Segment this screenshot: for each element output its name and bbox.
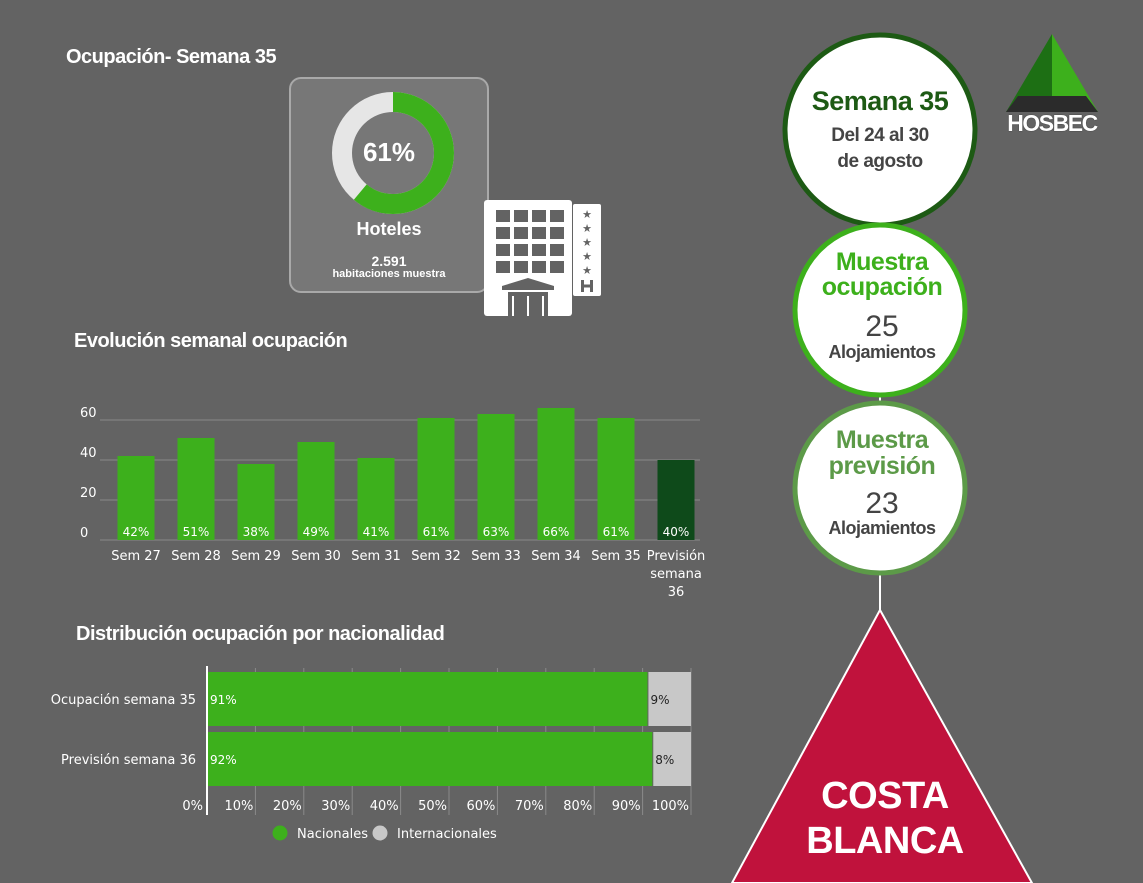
x-tick-label: 40% — [370, 799, 399, 814]
bar-data-label: 66% — [543, 525, 570, 539]
bar — [117, 456, 155, 540]
legend-label: Internacionales — [397, 827, 497, 842]
region-line1: COSTA — [821, 775, 949, 817]
occupancy-percent: 61% — [362, 137, 416, 167]
donut-arc — [332, 92, 454, 214]
week-range-line2: de agosto — [837, 151, 923, 172]
bar — [597, 418, 635, 540]
week-range-line1: Del 24 al 30 — [831, 125, 929, 146]
svg-text:★: ★ — [582, 222, 592, 235]
bar — [237, 464, 275, 540]
x-tick-label: 90% — [612, 799, 641, 814]
bar-data-label: 42% — [123, 525, 150, 539]
rooms-count: 2.591 — [371, 253, 407, 269]
timeline-graphic — [730, 32, 1034, 883]
legend-swatch — [372, 825, 388, 841]
bar-data-label: 61% — [423, 525, 450, 539]
svg-text:★: ★ — [582, 264, 592, 277]
nationality-distribution-chart: Ocupación semana 35 Previsión semana 36 9… — [51, 666, 692, 842]
bar-data-label: 61% — [603, 525, 630, 539]
x-category-label: Sem 31 — [351, 549, 401, 564]
sample-forecast-title-line1: Muestra — [835, 426, 929, 454]
sample-forecast-title-line2: previsión — [828, 452, 936, 480]
region-triangle — [730, 607, 1034, 883]
segment-data-label: 8% — [655, 753, 674, 767]
x-category-label: Sem 34 — [531, 549, 581, 564]
y-tick-label: 40 — [80, 446, 97, 461]
bar-data-label: 41% — [363, 525, 390, 539]
x-tick-label: 60% — [466, 799, 495, 814]
svg-text:★: ★ — [582, 250, 592, 263]
weekly-occupancy-bar-chart: 0 20 40 60 42% 51% 38% 49% 41% 61% 63% 66% 61% 40% S… — [80, 406, 706, 600]
x-tick-label: 80% — [563, 799, 592, 814]
x-category-label: Sem 29 — [231, 549, 281, 564]
bar — [297, 442, 335, 540]
distribution-title: Distribución ocupación por nacionalidad — [76, 623, 445, 645]
x-category-label: Sem 32 — [411, 549, 461, 564]
legend-swatch — [272, 825, 288, 841]
stacked-bar-segment — [648, 672, 691, 726]
stacked-bar-segment — [208, 732, 653, 786]
x-tick-label: 100% — [652, 799, 689, 814]
svg-text:★: ★ — [582, 236, 592, 249]
x-category-label: Previsión — [647, 549, 706, 564]
occupancy-donut — [332, 92, 454, 214]
bar — [177, 438, 215, 540]
y-tick-label: 20 — [80, 486, 97, 501]
bar — [357, 458, 395, 540]
hotel-building-icon: ★ ★ ★ ★ ★ — [484, 200, 601, 316]
rooms-label: habitaciones muestra — [332, 268, 446, 280]
y-tick-label: 0 — [80, 526, 88, 541]
logo-text: HOSBEC — [1007, 110, 1098, 136]
occupancy-card: 61% Hoteles 2.591 habitaciones muestra — [289, 77, 489, 293]
legend-label: Nacionales — [297, 827, 368, 842]
bar — [477, 414, 515, 540]
sample-occupancy-title-line1: Muestra — [835, 248, 929, 276]
bar-data-label: 38% — [243, 525, 270, 539]
bar-data-label: 49% — [303, 525, 330, 539]
svg-text:★: ★ — [582, 208, 592, 221]
accommodation-type: Hoteles — [356, 219, 422, 239]
bar — [417, 418, 455, 540]
x-category-label: semana — [650, 567, 702, 582]
evolution-title: Evolución semanal ocupación — [74, 330, 348, 352]
bar-data-label: 63% — [483, 525, 510, 539]
y-tick-label: 60 — [80, 406, 97, 421]
x-category-label: Sem 28 — [171, 549, 221, 564]
segment-data-label: 92% — [210, 753, 237, 767]
segment-data-label: 9% — [650, 693, 669, 707]
bar-data-label: 51% — [183, 525, 210, 539]
sample-forecast-unit: Alojamientos — [828, 518, 936, 538]
bar-data-label: 40% — [663, 525, 690, 539]
stacked-bar-segment — [208, 672, 648, 726]
x-tick-label: 0% — [182, 799, 203, 814]
y-category-label: Ocupación semana 35 — [51, 693, 196, 708]
sample-occupancy-title-line2: ocupación — [821, 273, 943, 301]
region-line2: BLANCA — [806, 820, 964, 862]
sample-forecast-circle — [792, 400, 968, 576]
y-category-label: Previsión semana 36 — [61, 753, 196, 768]
hosbec-logo-icon — [1006, 34, 1098, 112]
sample-forecast-count: 23 — [865, 487, 899, 520]
sample-occupancy-count: 25 — [865, 310, 899, 343]
x-tick-label: 10% — [224, 799, 253, 814]
stacked-bar-segment — [653, 732, 691, 786]
sample-occupancy-circle — [792, 222, 968, 398]
segment-data-label: 91% — [210, 693, 237, 707]
x-category-label: Sem 33 — [471, 549, 521, 564]
x-category-label: Sem 30 — [291, 549, 341, 564]
page-title: Ocupación- Semana 35 — [66, 46, 277, 68]
x-tick-label: 70% — [515, 799, 544, 814]
week-title: Semana 35 — [811, 86, 949, 116]
x-tick-label: 30% — [321, 799, 350, 814]
x-category-label: Sem 35 — [591, 549, 641, 564]
sample-occupancy-unit: Alojamientos — [828, 342, 936, 362]
bar — [657, 460, 695, 540]
x-category-label: 36 — [668, 585, 685, 600]
bar — [537, 408, 575, 540]
x-tick-label: 20% — [273, 799, 302, 814]
x-tick-label: 50% — [418, 799, 447, 814]
x-category-label: Sem 27 — [111, 549, 161, 564]
